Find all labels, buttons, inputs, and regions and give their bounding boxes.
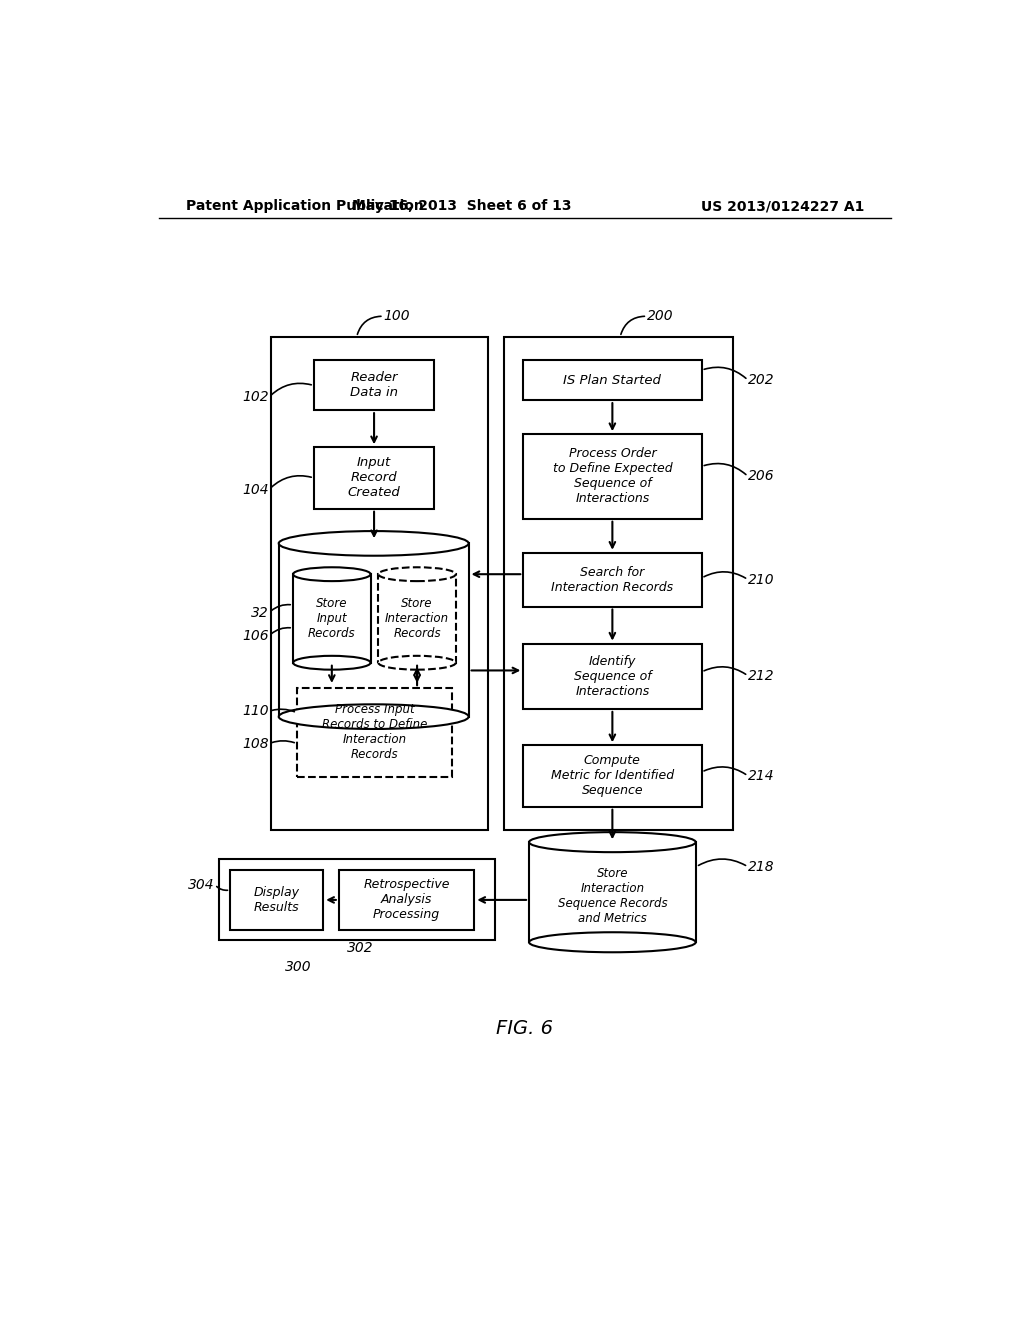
Text: Process Order
to Define Expected
Sequence of
Interactions: Process Order to Define Expected Sequenc… <box>553 447 672 506</box>
Text: 206: 206 <box>748 470 774 483</box>
Text: Retrospective
Analysis
Processing: Retrospective Analysis Processing <box>364 878 450 921</box>
Text: 218: 218 <box>748 859 774 874</box>
Text: Store
Interaction
Sequence Records
and Metrics: Store Interaction Sequence Records and M… <box>557 867 668 925</box>
Bar <box>523 360 701 400</box>
Ellipse shape <box>293 656 371 669</box>
Bar <box>271 337 488 830</box>
Bar <box>314 360 434 411</box>
Text: US 2013/0124227 A1: US 2013/0124227 A1 <box>700 199 864 213</box>
Bar <box>230 870 324 929</box>
Text: 304: 304 <box>188 878 215 891</box>
Bar <box>504 337 732 830</box>
Text: 210: 210 <box>748 573 774 586</box>
Bar <box>314 447 434 508</box>
Ellipse shape <box>378 656 456 669</box>
Text: 200: 200 <box>647 309 674 323</box>
Text: 104: 104 <box>243 483 269 496</box>
Text: 214: 214 <box>748 770 774 783</box>
Text: 32: 32 <box>251 606 269 619</box>
Text: 110: 110 <box>243 705 269 718</box>
Text: Store
Interaction
Records: Store Interaction Records <box>385 597 450 640</box>
Text: FIG. 6: FIG. 6 <box>497 1019 553 1038</box>
Text: Store
Input
Records: Store Input Records <box>308 597 355 640</box>
Text: 102: 102 <box>243 391 269 404</box>
Ellipse shape <box>378 568 456 581</box>
Text: 300: 300 <box>286 960 312 974</box>
Bar <box>529 842 695 942</box>
Bar <box>339 870 474 929</box>
Text: Process Input
Records to Define
Interaction
Records: Process Input Records to Define Interact… <box>322 704 427 762</box>
Bar <box>523 744 701 807</box>
Text: 100: 100 <box>384 309 411 323</box>
Text: Reader
Data in: Reader Data in <box>350 371 398 399</box>
Bar <box>523 434 701 519</box>
Bar <box>523 553 701 607</box>
Text: 202: 202 <box>748 374 774 387</box>
Bar <box>279 544 469 717</box>
Ellipse shape <box>529 932 695 952</box>
Bar <box>378 574 456 663</box>
Text: Display
Results: Display Results <box>254 886 300 913</box>
Text: May 16, 2013  Sheet 6 of 13: May 16, 2013 Sheet 6 of 13 <box>351 199 571 213</box>
Ellipse shape <box>279 531 469 556</box>
Text: 302: 302 <box>347 941 374 954</box>
Bar <box>219 859 495 940</box>
Text: Input
Record
Created: Input Record Created <box>348 457 400 499</box>
Text: Search for
Interaction Records: Search for Interaction Records <box>551 565 674 594</box>
Text: IS Plan Started: IS Plan Started <box>563 374 662 387</box>
Text: 212: 212 <box>748 669 774 682</box>
Ellipse shape <box>279 705 469 729</box>
Bar <box>523 644 701 709</box>
Ellipse shape <box>293 568 371 581</box>
Text: Patent Application Publication: Patent Application Publication <box>186 199 424 213</box>
Bar <box>297 688 452 776</box>
Bar <box>293 574 371 663</box>
Ellipse shape <box>529 832 695 853</box>
Text: 106: 106 <box>243 628 269 643</box>
Text: 108: 108 <box>243 737 269 751</box>
Text: Identify
Sequence of
Interactions: Identify Sequence of Interactions <box>573 655 651 698</box>
Text: Compute
Metric for Identified
Sequence: Compute Metric for Identified Sequence <box>551 755 674 797</box>
